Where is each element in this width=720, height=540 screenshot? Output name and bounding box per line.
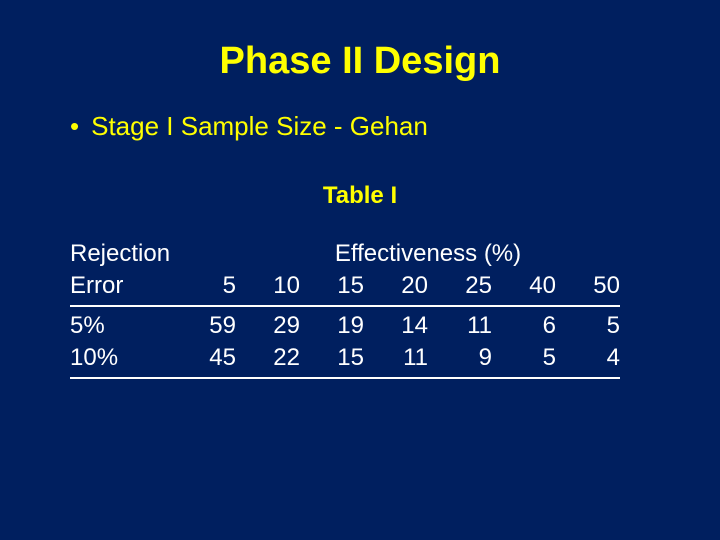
data-table: Rejection Effectiveness (%) Error 5 10 1… (70, 238, 676, 382)
bullet-icon: • (70, 111, 79, 142)
row-label: 5% (70, 310, 180, 342)
col-header: 5 (180, 270, 236, 302)
row-label: 10% (70, 342, 180, 374)
col-header: 20 (364, 270, 428, 302)
divider-row (70, 374, 676, 382)
cell: 22 (236, 342, 300, 374)
cell: 29 (236, 310, 300, 342)
header-row-1: Rejection Effectiveness (%) (70, 238, 676, 270)
cell: 5 (492, 342, 556, 374)
col-header: 25 (428, 270, 492, 302)
cell: 5 (556, 310, 620, 342)
header-row-2: Error 5 10 15 20 25 40 50 (70, 270, 676, 302)
cell: 19 (300, 310, 364, 342)
cell: 9 (428, 342, 492, 374)
bullet-text: Stage I Sample Size - Gehan (91, 111, 428, 142)
slide-title: Phase II Design (60, 40, 660, 83)
col-header: 10 (236, 270, 300, 302)
col-header: 15 (300, 270, 364, 302)
table-container: Rejection Effectiveness (%) Error 5 10 1… (70, 238, 690, 382)
cell: 6 (492, 310, 556, 342)
col-header: 50 (556, 270, 620, 302)
slide: Phase II Design • Stage I Sample Size - … (0, 0, 720, 540)
table-row: 10% 45 22 15 11 9 5 4 (70, 342, 676, 374)
row-header-bottom: Error (70, 270, 180, 302)
table-row: 5% 59 29 19 14 11 6 5 (70, 310, 676, 342)
cell: 11 (364, 342, 428, 374)
cell: 14 (364, 310, 428, 342)
bullet-item: • Stage I Sample Size - Gehan (70, 111, 660, 142)
cell: 15 (300, 342, 364, 374)
table-caption: Table I (60, 182, 660, 210)
col-header: 40 (492, 270, 556, 302)
cell: 11 (428, 310, 492, 342)
row-header-top: Rejection (70, 238, 180, 270)
effectiveness-header: Effectiveness (%) (236, 238, 620, 270)
cell: 45 (180, 342, 236, 374)
cell: 59 (180, 310, 236, 342)
divider-row (70, 302, 676, 310)
cell: 4 (556, 342, 620, 374)
